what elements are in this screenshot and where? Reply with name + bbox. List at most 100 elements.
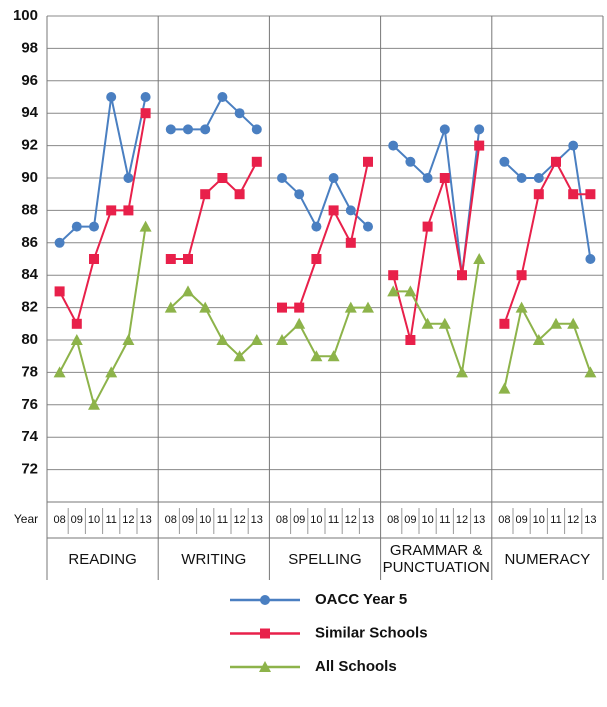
point: [473, 253, 486, 264]
point: [294, 302, 305, 313]
point: [328, 205, 339, 216]
point: [140, 108, 151, 119]
point: [311, 221, 322, 232]
series-line: [503, 304, 592, 389]
x-tick-label: 11: [328, 514, 339, 526]
point: [499, 318, 510, 329]
point: [585, 254, 596, 264]
point: [585, 189, 596, 200]
point: [533, 189, 544, 200]
point: [123, 205, 134, 216]
y-tick-label: 76: [21, 396, 38, 413]
point: [567, 317, 580, 329]
x-tick-label: 09: [182, 514, 194, 526]
point: [516, 173, 527, 183]
point: [328, 173, 339, 183]
x-tick-label: 10: [310, 514, 322, 526]
x-tick-label: 12: [233, 514, 245, 526]
point: [140, 92, 151, 102]
y-tick-label: 74: [21, 428, 38, 445]
x-tick-label: 08: [387, 514, 399, 526]
point: [516, 270, 527, 281]
point: [88, 398, 100, 410]
point: [422, 221, 433, 232]
x-tick-label: 13: [139, 514, 151, 526]
x-tick-label: 13: [473, 514, 485, 526]
series-line: [58, 113, 147, 327]
point: [405, 156, 416, 167]
x-axis-label: Year: [14, 512, 38, 526]
series-line: [58, 226, 147, 408]
x-tick-label: 10: [199, 514, 211, 526]
point: [344, 301, 357, 313]
point: [182, 285, 194, 297]
point: [216, 334, 229, 345]
point: [294, 189, 305, 200]
x-tick-label: 09: [71, 514, 83, 526]
y-tick-label: 92: [21, 137, 38, 154]
point: [217, 173, 228, 183]
point: [439, 124, 450, 135]
point: [388, 140, 399, 151]
point: [200, 124, 211, 135]
x-tick-label: 12: [122, 514, 134, 526]
point: [89, 221, 99, 232]
point: [551, 156, 561, 167]
point: [183, 124, 193, 135]
point: [568, 189, 579, 200]
point: [474, 140, 485, 151]
y-tick-label: 90: [21, 169, 38, 186]
point: [293, 317, 306, 329]
y-tick-label: 78: [21, 363, 38, 380]
point: [474, 124, 485, 135]
point: [345, 205, 356, 216]
x-tick-label: 08: [276, 514, 288, 526]
x-tick-label: 09: [404, 514, 416, 526]
series-line: [503, 143, 592, 260]
x-tick-label: 12: [456, 514, 468, 526]
x-tick-label: 13: [251, 514, 263, 526]
point: [568, 140, 579, 151]
point: [217, 92, 228, 102]
x-tick-label: 10: [533, 514, 545, 526]
point: [277, 302, 287, 313]
point: [498, 382, 511, 394]
point: [532, 334, 545, 345]
y-tick-label: 80: [21, 331, 38, 348]
point: [53, 366, 66, 378]
y-tick-label: 88: [21, 201, 38, 218]
point: [438, 317, 451, 329]
point: [533, 173, 544, 183]
x-tick-label: 11: [217, 514, 228, 526]
point: [183, 254, 193, 264]
x-tick-label: 13: [584, 514, 596, 526]
point: [310, 350, 323, 362]
x-tick-label: 08: [53, 514, 65, 526]
point: [439, 173, 450, 183]
point: [54, 286, 65, 297]
point: [89, 254, 99, 264]
y-tick-label: 84: [21, 266, 38, 283]
point: [122, 334, 135, 345]
point: [404, 285, 417, 297]
y-tick-label: 96: [21, 72, 38, 89]
y-tick-label: 86: [21, 234, 38, 251]
series-line: [281, 306, 368, 358]
point: [405, 335, 416, 345]
point: [260, 628, 270, 639]
x-tick-label: 09: [515, 514, 527, 526]
point: [345, 237, 356, 248]
x-tick-label: 12: [567, 514, 579, 526]
point: [515, 301, 528, 313]
y-tick-label: 82: [21, 299, 38, 316]
group-label: NUMERACY: [504, 550, 591, 568]
point: [234, 189, 245, 200]
y-tick-label: 72: [21, 461, 38, 478]
point: [327, 350, 340, 362]
point: [139, 220, 152, 232]
x-tick-label: 13: [362, 514, 374, 526]
point: [387, 285, 400, 297]
point: [199, 301, 212, 313]
x-tick-label: 11: [439, 514, 450, 526]
